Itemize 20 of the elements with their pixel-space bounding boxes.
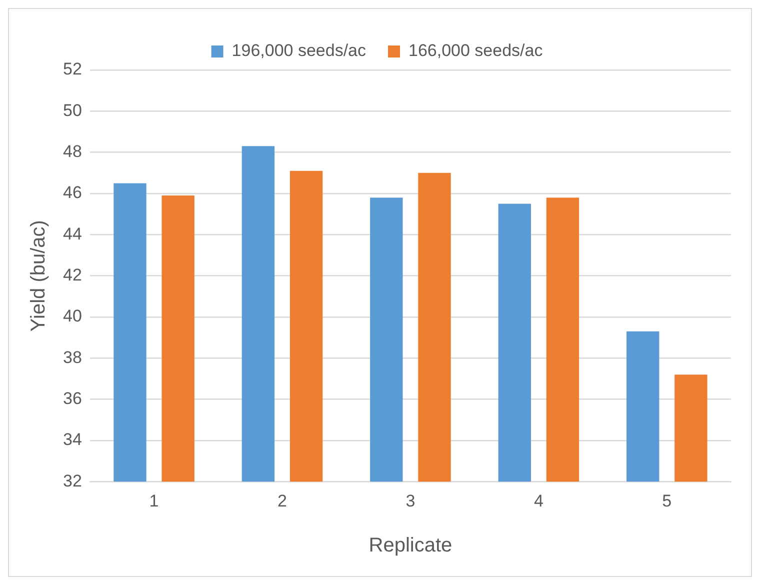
y-tick-label: 46 (62, 183, 82, 202)
x-tick-label: 5 (662, 491, 672, 510)
legend-label: 196,000 seeds/ac (232, 41, 366, 60)
y-tick-label: 42 (62, 265, 82, 284)
y-tick-label: 38 (62, 348, 82, 367)
y-tick-label: 36 (62, 388, 82, 408)
x-tick-label: 1 (149, 491, 159, 510)
y-tick-label: 34 (62, 430, 82, 450)
y-tick-label: 44 (62, 224, 82, 244)
y-tick-label: 48 (62, 142, 82, 162)
y-tick-label: 50 (62, 100, 82, 120)
y-axis-title: Yield (bu/ac) (28, 220, 50, 332)
legend-label: 166,000 seeds/ac (408, 41, 544, 60)
y-tick-label: 32 (62, 471, 82, 490)
x-tick-label: 3 (406, 491, 416, 510)
y-tick-label: 52 (62, 60, 82, 79)
x-tick-label: 4 (534, 491, 544, 510)
y-tick-label: 40 (62, 306, 82, 326)
x-tick-label: 2 (278, 491, 287, 510)
x-axis-title: Replicate (368, 534, 452, 557)
